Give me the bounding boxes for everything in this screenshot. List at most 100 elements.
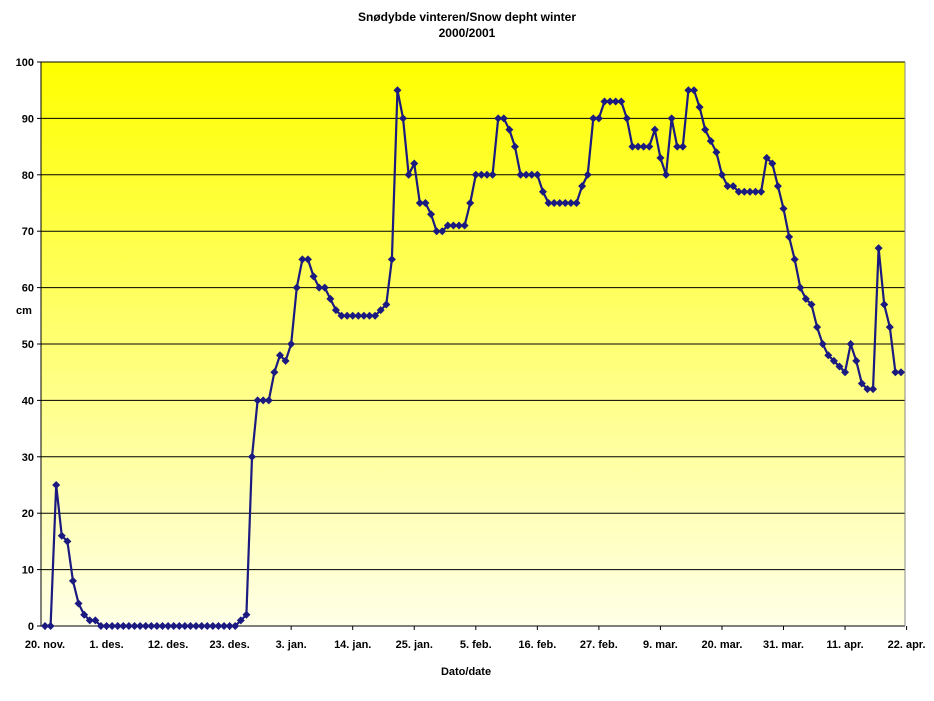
data-point — [63, 537, 72, 546]
data-point — [527, 170, 536, 179]
data-point — [835, 362, 844, 371]
data-point — [427, 210, 436, 219]
data-point — [544, 199, 553, 207]
data-point — [779, 204, 788, 213]
data-point — [723, 182, 732, 191]
data-point — [471, 170, 480, 179]
data-point — [785, 232, 794, 241]
data-point — [410, 159, 419, 168]
x-tick-label: 22. apr. — [888, 639, 926, 651]
data-point — [85, 616, 94, 625]
data-point — [650, 125, 659, 134]
x-tick-label: 1. des. — [89, 639, 123, 651]
data-point — [706, 136, 715, 145]
data-point — [628, 142, 637, 151]
data-point — [499, 114, 508, 123]
data-point — [488, 170, 497, 179]
data-point — [275, 351, 284, 360]
y-tick-label: 100 — [16, 57, 34, 69]
data-point — [158, 622, 167, 630]
data-point — [801, 294, 810, 303]
data-point — [589, 114, 598, 123]
data-point — [164, 622, 173, 630]
data-point — [52, 481, 61, 489]
series-markers — [41, 86, 905, 630]
data-point — [382, 300, 391, 309]
data-point — [466, 199, 475, 207]
data-point — [399, 114, 408, 123]
x-axis-label: Dato/date — [441, 666, 491, 678]
y-tick-label: 0 — [28, 621, 34, 633]
data-point — [757, 187, 766, 196]
data-point — [796, 283, 805, 292]
data-point — [298, 255, 307, 264]
data-point — [169, 622, 178, 630]
data-point — [460, 221, 469, 230]
data-point — [331, 306, 340, 315]
data-point — [594, 114, 603, 123]
data-point — [365, 311, 374, 320]
x-tick-label: 23. des. — [209, 639, 249, 651]
data-point — [505, 125, 514, 134]
data-point — [432, 227, 441, 236]
data-point — [147, 622, 156, 630]
data-point — [863, 385, 872, 394]
data-point — [203, 622, 212, 630]
x-tick-label: 20. mar. — [701, 639, 742, 651]
data-point — [46, 622, 55, 630]
data-point — [824, 351, 833, 360]
data-point — [281, 356, 290, 365]
x-tick-label: 12. des. — [148, 639, 188, 651]
data-point — [566, 199, 575, 207]
data-point — [231, 622, 240, 630]
data-point — [617, 97, 626, 106]
data-point — [80, 610, 89, 619]
y-axis-label: cm — [16, 305, 32, 317]
data-point — [762, 153, 771, 162]
data-point — [326, 294, 335, 303]
y-axis-ticks: 0 10 20 30 40 50 60 70 80 90 100 — [16, 57, 41, 633]
data-point — [829, 356, 838, 365]
data-point — [768, 159, 777, 168]
data-point — [124, 622, 133, 630]
data-point — [136, 622, 145, 630]
chart-title: Snødybde vinteren/Snow depht winter — [357, 10, 576, 24]
data-point — [662, 170, 671, 179]
gridlines — [41, 61, 905, 627]
data-point — [393, 86, 402, 95]
data-point — [869, 385, 878, 394]
data-point — [516, 170, 525, 179]
x-tick-label: 3. jan. — [276, 639, 307, 651]
data-point — [152, 622, 161, 630]
data-point — [303, 255, 312, 264]
y-tick-label: 80 — [22, 170, 34, 182]
data-point — [175, 622, 184, 630]
data-point — [315, 283, 324, 292]
data-point — [550, 199, 559, 207]
data-point — [248, 452, 257, 461]
data-point — [667, 114, 676, 123]
data-point — [242, 610, 251, 619]
data-point — [533, 170, 542, 179]
data-point — [717, 170, 726, 179]
data-point — [192, 622, 201, 630]
data-point — [841, 368, 850, 377]
data-point — [701, 125, 710, 134]
x-tick-label: 5. feb. — [460, 639, 492, 651]
data-point — [751, 187, 760, 196]
data-point — [673, 142, 682, 151]
data-point — [555, 199, 564, 207]
data-point — [287, 340, 296, 348]
data-point — [897, 368, 905, 377]
data-point — [818, 340, 827, 348]
x-tick-label: 31. mar. — [763, 639, 804, 651]
data-point — [891, 368, 900, 377]
data-point — [449, 221, 458, 230]
data-point — [404, 170, 413, 179]
data-point — [538, 187, 547, 196]
data-point — [113, 622, 122, 630]
data-point — [729, 182, 738, 191]
data-point — [885, 323, 894, 332]
data-point — [337, 311, 346, 320]
